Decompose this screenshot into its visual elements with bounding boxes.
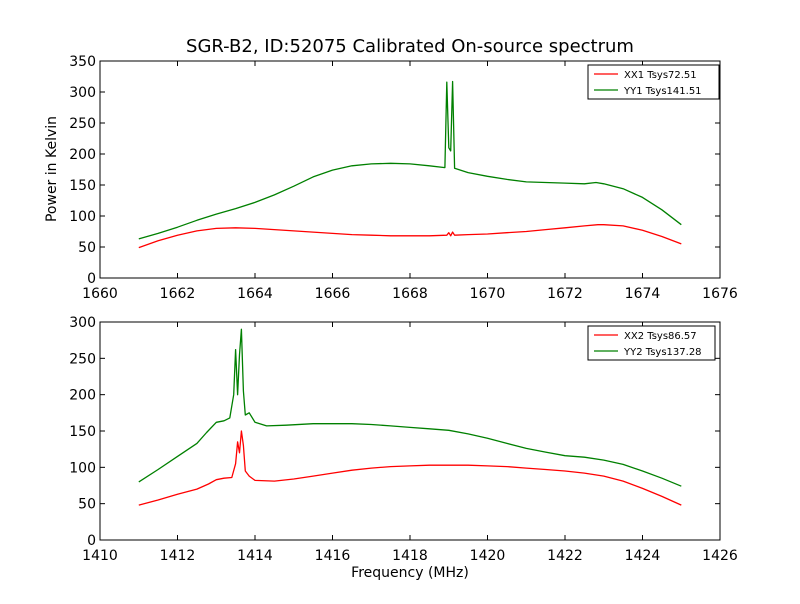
bottom-y-tick-label-6: 300 (69, 315, 96, 331)
top-x-tick-label-8: 1676 (702, 286, 738, 302)
top-series-line-1 (138, 80, 682, 240)
top-legend-label-0: XX1 Tsys72.51 (624, 70, 697, 81)
top-legend-label-1: YY1 Tsys141.51 (623, 86, 702, 97)
top-y-tick-label-5: 250 (69, 116, 96, 132)
top-x-tick-label-5: 1670 (470, 286, 506, 302)
top-x-tick-label-0: 1660 (82, 286, 118, 302)
top-y-tick-label-6: 300 (69, 85, 96, 101)
top-y-tick-label-2: 100 (69, 209, 96, 225)
bottom-x-tick-label-6: 1422 (547, 548, 583, 564)
bottom-series-line-1 (138, 328, 682, 487)
top-y-tick-label-3: 150 (69, 178, 96, 194)
top-x-tick-label-6: 1672 (547, 286, 583, 302)
top-series-line-0 (138, 224, 682, 249)
bottom-y-tick-label-0: 0 (87, 533, 96, 549)
bottom-x-tick-label-3: 1416 (315, 548, 351, 564)
top-panel: SGR-B2, ID:52075 Calibrated On-source sp… (44, 36, 738, 581)
bottom-x-tick-label-7: 1424 (625, 548, 661, 564)
bottom-x-tick-label-0: 1410 (82, 548, 118, 564)
bottom-x-tick-label-4: 1418 (392, 548, 428, 564)
bottom-x-tick-label-2: 1414 (237, 548, 273, 564)
top-y-tick-label-1: 50 (78, 240, 96, 256)
bottom-y-tick-label-4: 200 (69, 388, 96, 404)
chart-title: SGR-B2, ID:52075 Calibrated On-source sp… (186, 36, 634, 57)
bottom-legend-box (587, 325, 716, 361)
bottom-panel: 1410 1412 1414 1416 1418 1420 1422 1424 1426 0 50 1… (69, 315, 738, 564)
top-y-tick-label-0: 0 (87, 271, 96, 287)
top-legend-box (587, 64, 720, 100)
bottom-y-tick-label-3: 150 (69, 424, 96, 440)
bottom-y-tick-label-1: 50 (78, 497, 96, 513)
top-x-tick-label-4: 1668 (392, 286, 428, 302)
top-x-tick-label-1: 1662 (160, 286, 196, 302)
bottom-x-tick-label-8: 1426 (702, 548, 738, 564)
top-y-axis-label: Power in Kelvin (44, 116, 60, 222)
bottom-x-tick-label-1: 1412 (160, 548, 196, 564)
bottom-legend-label-1: YY2 Tsys137.28 (623, 347, 702, 358)
bottom-legend-label-0: XX2 Tsys86.57 (624, 331, 697, 342)
top-x-tick-label-3: 1666 (315, 286, 351, 302)
bottom-x-tick-label-5: 1420 (470, 548, 506, 564)
bottom-series-line-0 (138, 430, 682, 506)
bottom-y-tick-label-5: 250 (69, 351, 96, 367)
top-y-tick-label-4: 200 (69, 147, 96, 163)
top-x-tick-label-2: 1664 (237, 286, 273, 302)
top-y-tick-label-7: 350 (69, 54, 96, 70)
x-axis-label: Frequency (MHz) (351, 565, 469, 581)
bottom-y-tick-label-2: 100 (69, 460, 96, 476)
top-x-tick-label-7: 1674 (625, 286, 661, 302)
